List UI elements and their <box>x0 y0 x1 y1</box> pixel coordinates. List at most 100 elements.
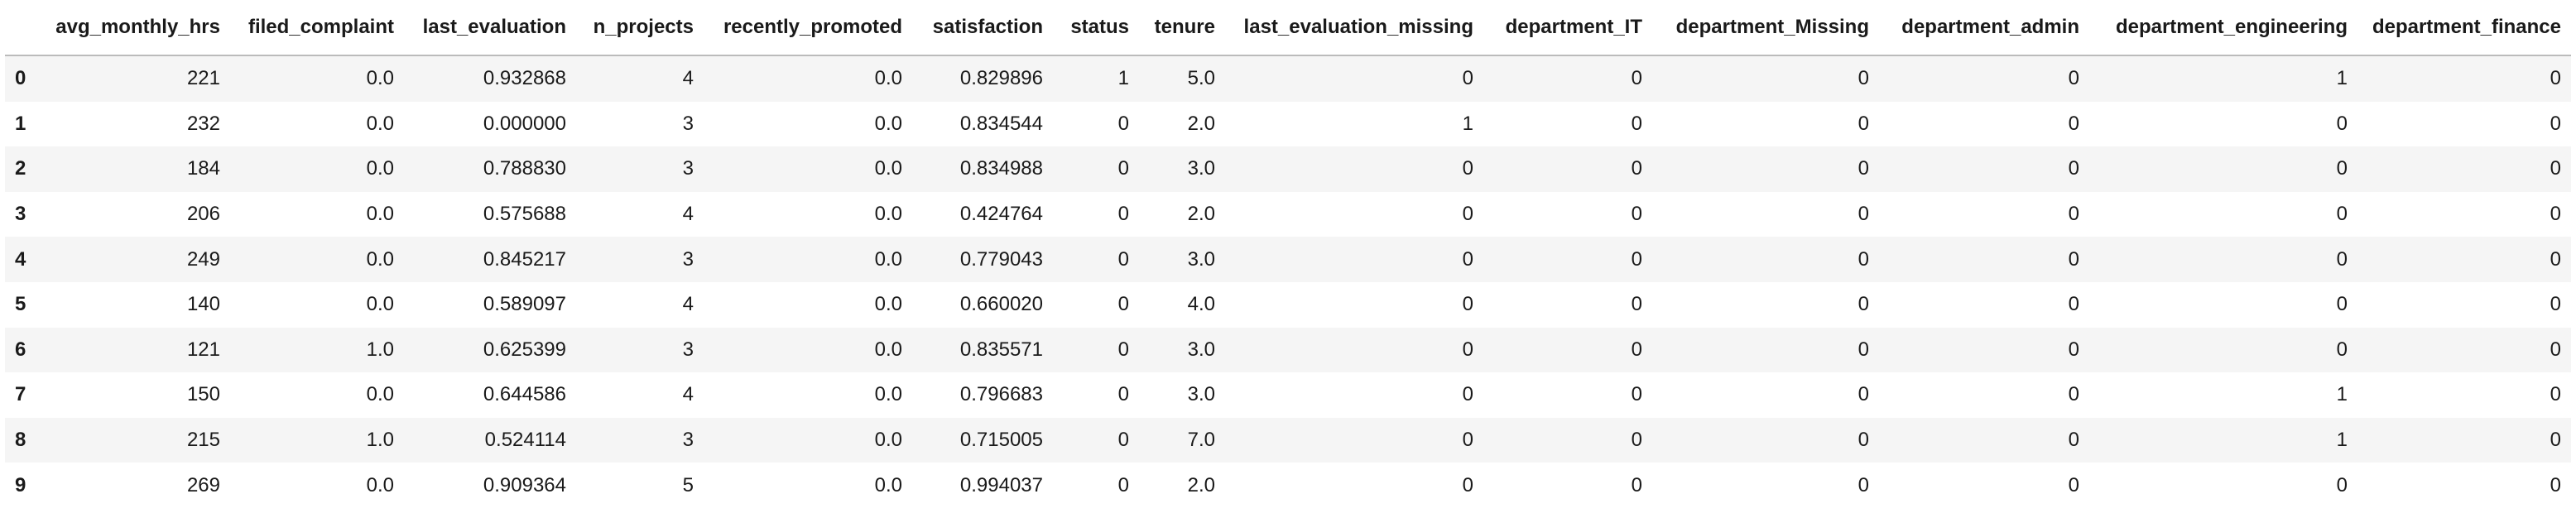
table-cell: 5 <box>682 473 694 496</box>
table-cell: 1.0 <box>366 338 394 361</box>
table-cell: 0 <box>1462 383 1473 406</box>
table-cell: 0 <box>1462 338 1473 361</box>
table-cell: 0 <box>1858 67 1869 90</box>
table-cell: 0 <box>1462 473 1473 496</box>
table-cell: 0 <box>1631 247 1642 271</box>
table-cell: 0.0 <box>366 67 394 90</box>
table-cell: 0.0 <box>366 383 394 406</box>
table-cell: 184 <box>186 157 220 180</box>
table-cell: 2.0 <box>1187 473 1215 496</box>
table-cell: 0 <box>1117 203 1129 226</box>
row-index: 6 <box>15 338 26 361</box>
table-cell: 0 <box>1462 293 1473 316</box>
table-cell: 2.0 <box>1187 112 1215 135</box>
table-cell: 0 <box>2068 473 2079 496</box>
table-cell: 0.0 <box>874 338 902 361</box>
table-cell: 0 <box>2336 112 2348 135</box>
table-cell: 0 <box>1631 203 1642 226</box>
table-cell: 1 <box>2336 383 2348 406</box>
table-cell: 0.0 <box>366 112 394 135</box>
table-cell: 0 <box>2336 203 2348 226</box>
table-cell: 0 <box>2550 473 2561 496</box>
table-cell: 1 <box>2336 429 2348 452</box>
table-row: 8 215 1.0 0.524114 3 0.0 0.715005 0 7.0 0 0 0 0 1 0 <box>5 417 2571 463</box>
column-header: filed_complaint <box>230 0 404 56</box>
column-header: last_evaluation_missing <box>1225 0 1483 56</box>
table-cell: 0 <box>1631 383 1642 406</box>
table-cell: 3.0 <box>1187 157 1215 180</box>
table-cell: 0 <box>1631 157 1642 180</box>
table-cell: 1 <box>1117 67 1129 90</box>
table-cell: 0.834544 <box>959 112 1043 135</box>
column-header: status <box>1053 0 1139 56</box>
table-cell: 0 <box>1117 473 1129 496</box>
table-cell: 0.796683 <box>959 383 1043 406</box>
table-cell: 221 <box>186 67 220 90</box>
table-cell: 0 <box>1117 112 1129 135</box>
table-row: 9 269 0.0 0.909364 5 0.0 0.994037 0 2.0 0 0 0 0 0 0 <box>5 463 2571 508</box>
table-cell: 0 <box>1117 338 1129 361</box>
table-cell: 0.0 <box>874 203 902 226</box>
table-cell: 0 <box>2336 338 2348 361</box>
table-cell: 0 <box>1858 338 1869 361</box>
table-cell: 3 <box>682 429 694 452</box>
table-cell: 0.424764 <box>959 203 1043 226</box>
table-cell: 0 <box>1462 157 1473 180</box>
table-cell: 121 <box>186 338 220 361</box>
table-cell: 0.524114 <box>484 429 566 452</box>
table-cell: 0 <box>1858 157 1869 180</box>
table-cell: 0.715005 <box>959 429 1043 452</box>
table-cell: 0.788830 <box>483 157 566 180</box>
table-cell: 0 <box>1117 383 1129 406</box>
table-row: 6 121 1.0 0.625399 3 0.0 0.835571 0 3.0 0 0 0 0 0 0 <box>5 327 2571 373</box>
table-cell: 2.0 <box>1187 203 1215 226</box>
table-cell: 0 <box>2068 157 2079 180</box>
column-header: satisfaction <box>912 0 1053 56</box>
table-cell: 3 <box>682 112 694 135</box>
row-index: 0 <box>15 67 26 90</box>
table-cell: 0 <box>2068 383 2079 406</box>
table-cell: 0 <box>1117 157 1129 180</box>
table-cell: 0 <box>1858 293 1869 316</box>
dataframe-table: avg_monthly_hrs filed_complaint last_evalu… <box>5 0 2571 508</box>
table-cell: 0.845217 <box>483 247 566 271</box>
table-cell: 0 <box>2550 429 2561 452</box>
table-cell: 0.0 <box>366 203 394 226</box>
table-row: 3 206 0.0 0.575688 4 0.0 0.424764 0 2.0 0 0 0 0 0 0 <box>5 192 2571 237</box>
column-header: department_admin <box>1879 0 2089 56</box>
table-cell: 4 <box>682 203 694 226</box>
column-header: recently_promoted <box>704 0 912 56</box>
row-index: 7 <box>15 383 26 406</box>
table-cell: 0 <box>1858 247 1869 271</box>
table-cell: 0.0 <box>874 67 902 90</box>
table-cell: 0 <box>1858 112 1869 135</box>
table-cell: 0.0 <box>874 293 902 316</box>
column-header: department_engineering <box>2089 0 2357 56</box>
table-cell: 0 <box>2068 112 2079 135</box>
table-cell: 3 <box>682 157 694 180</box>
header-row: avg_monthly_hrs filed_complaint last_evalu… <box>5 0 2571 56</box>
table-cell: 0 <box>2068 67 2079 90</box>
table-cell: 0 <box>1631 112 1642 135</box>
table-cell: 0 <box>2550 203 2561 226</box>
table-cell: 0 <box>2068 203 2079 226</box>
table-cell: 0 <box>2336 157 2348 180</box>
table-cell: 0 <box>1462 429 1473 452</box>
table-cell: 0 <box>1462 247 1473 271</box>
table-cell: 0.909364 <box>483 473 566 496</box>
table-cell: 0.660020 <box>959 293 1043 316</box>
table-cell: 0 <box>2550 112 2561 135</box>
table-cell: 0.932868 <box>483 67 566 90</box>
row-index: 5 <box>15 293 26 316</box>
table-cell: 0.994037 <box>959 473 1043 496</box>
table-cell: 0.0 <box>366 473 394 496</box>
table-row: 0 221 0.0 0.932868 4 0.0 0.829896 1 5.0 0 0 0 0 1 0 <box>5 55 2571 102</box>
table-cell: 0.834988 <box>959 157 1043 180</box>
row-index: 2 <box>15 157 26 180</box>
table-cell: 0 <box>1462 67 1473 90</box>
table-cell: 0 <box>1858 383 1869 406</box>
table-cell: 0.0 <box>366 247 394 271</box>
table-cell: 249 <box>186 247 220 271</box>
table-row: 5 140 0.0 0.589097 4 0.0 0.660020 0 4.0 0 0 0 0 0 0 <box>5 282 2571 328</box>
